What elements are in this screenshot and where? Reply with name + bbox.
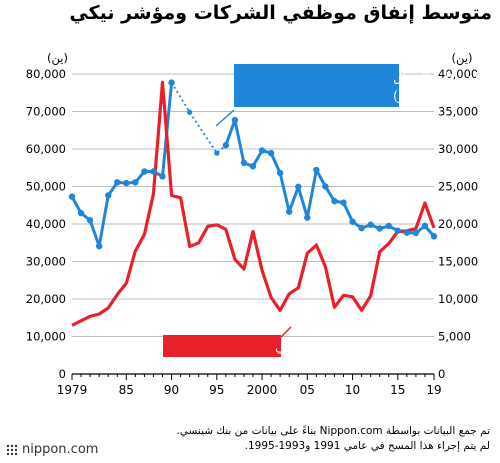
spending-data-point bbox=[276, 169, 284, 177]
source-note-line-2: لم يتم إجراء هذا المسح في عامي 1991 و199… bbox=[244, 440, 490, 452]
spending-data-point bbox=[114, 179, 121, 186]
left-axis-tick-label: 10,000 bbox=[26, 330, 66, 344]
spending-data-point bbox=[295, 183, 302, 191]
right-axis-tick-label: 5,000 bbox=[438, 330, 471, 344]
spending-data-point bbox=[286, 208, 293, 215]
gridlines bbox=[72, 73, 434, 337]
spending-data-point bbox=[267, 149, 275, 157]
series-lines bbox=[68, 79, 438, 327]
right-axis-tick-label: 30,000 bbox=[438, 142, 478, 156]
left-axis-tick-label: 60,000 bbox=[26, 142, 66, 156]
left-axis-tick-label: 20,000 bbox=[26, 292, 66, 306]
source-note: تم جمع البيانات بواسطة Nippon.com بناءً … bbox=[10, 424, 490, 454]
dotted-square-logo-icon bbox=[6, 444, 18, 455]
spending-label-text: إنفاق موظفي الشركات الرجال bbox=[393, 71, 500, 86]
spending-data-point bbox=[132, 179, 139, 186]
left-axis-unit-label: (ين) bbox=[47, 51, 68, 66]
right-axis-unit-label: (ين) bbox=[452, 51, 473, 66]
series-labels: إنفاق موظفي الشركات الرجال (المحور الأيسر… bbox=[163, 64, 500, 357]
source-note-line-1: تم جمع البيانات بواسطة Nippon.com بناءً … bbox=[176, 425, 490, 437]
spending-data-point bbox=[304, 214, 311, 221]
left-axis-tick-label: 50,000 bbox=[26, 180, 66, 194]
publisher-logo-text: nippon.com bbox=[22, 442, 99, 457]
spending-data-point bbox=[421, 222, 429, 230]
spending-data-point bbox=[430, 233, 438, 240]
spending-data-point bbox=[367, 221, 374, 228]
spending-data-point bbox=[376, 225, 383, 232]
left-axis-tick-label: 30,000 bbox=[26, 255, 66, 269]
spending-data-point bbox=[95, 242, 103, 250]
nikkei-series-line bbox=[71, 80, 436, 327]
x-axis-tick-label: 95 bbox=[209, 383, 224, 397]
spending-data-point bbox=[313, 166, 320, 174]
x-axis-tick-label: 2000 bbox=[247, 383, 278, 397]
spending-data-point bbox=[349, 218, 356, 225]
spending-data-point bbox=[340, 199, 347, 206]
spending-data-point bbox=[249, 163, 257, 170]
spending-data-point bbox=[123, 179, 130, 187]
spending-data-point bbox=[385, 222, 392, 230]
left-axis-tick-label: 0 bbox=[59, 367, 66, 381]
spending-gap-dotted-line bbox=[170, 82, 227, 155]
left-axis-tick-label: 70,000 bbox=[26, 105, 66, 119]
spending-data-point bbox=[68, 193, 76, 200]
nikkei-label-box bbox=[163, 335, 281, 357]
spending-estimated-point bbox=[223, 142, 229, 148]
right-axis-tick-label: 20,000 bbox=[438, 217, 478, 231]
spending-data-point bbox=[322, 183, 329, 190]
spending-estimated-point bbox=[187, 109, 193, 115]
right-axis-tick-label: 40,000 bbox=[438, 67, 478, 81]
spending-series-line bbox=[224, 118, 436, 238]
spending-label-box bbox=[234, 64, 399, 107]
axes: 0 10,000 20,000 30,000 40,000 50,000 60,000 70,… bbox=[26, 51, 479, 397]
x-axis-tick-label: 05 bbox=[300, 383, 315, 397]
chart-title: متوسط إنفاق موظفي الشركات ومؤشر نيكي bbox=[69, 2, 492, 24]
spending-data-point bbox=[231, 116, 239, 124]
left-axis-tick-label: 80,000 bbox=[26, 67, 66, 81]
spending-data-point bbox=[77, 209, 85, 217]
spending-data-point bbox=[358, 224, 365, 232]
spending-data-point bbox=[150, 168, 157, 175]
spending-data-point bbox=[168, 79, 175, 86]
spending-data-point bbox=[258, 147, 266, 154]
right-axis-tick-label: 15,000 bbox=[438, 255, 478, 269]
spending-data-point bbox=[159, 173, 166, 180]
spending-data-point bbox=[105, 192, 112, 199]
x-axis-tick-label: 10 bbox=[345, 383, 360, 397]
spending-data-point bbox=[394, 227, 401, 234]
x-axis-tick-label: 90 bbox=[164, 383, 179, 397]
right-axis-tick-label: 35,000 bbox=[438, 105, 478, 119]
spending-data-point bbox=[86, 217, 94, 224]
spending-data-point bbox=[141, 168, 148, 175]
left-axis-tick-label: 40,000 bbox=[26, 217, 66, 231]
spending-estimated-point bbox=[214, 150, 220, 156]
spending-data-point bbox=[331, 197, 338, 205]
right-axis-tick-label: 0 bbox=[438, 367, 445, 381]
x-axis-tick-label: 1979 bbox=[57, 383, 88, 397]
line-chart: 0 10,000 20,000 30,000 40,000 50,000 60,000 70,… bbox=[25, 51, 500, 397]
right-axis-tick-label: 10,000 bbox=[438, 292, 478, 306]
x-axis-tick-label: 85 bbox=[119, 383, 134, 397]
spending-data-point bbox=[412, 229, 420, 237]
spending-label-axis-note: (المحور الأيسر) bbox=[393, 88, 474, 104]
publisher-logo[interactable]: nippon.com bbox=[6, 442, 98, 457]
spending-data-point bbox=[240, 159, 248, 167]
x-axis-tick-label: 19 bbox=[426, 383, 441, 397]
x-axis-tick-label: 15 bbox=[390, 383, 405, 397]
nikkei-label-text: متوسط مؤشر نيكي bbox=[275, 340, 381, 355]
nikkei-label-leader bbox=[280, 326, 292, 338]
spending-label-leader bbox=[215, 109, 235, 127]
right-axis-tick-label: 25,000 bbox=[438, 180, 478, 194]
spending-data-point bbox=[403, 229, 411, 236]
